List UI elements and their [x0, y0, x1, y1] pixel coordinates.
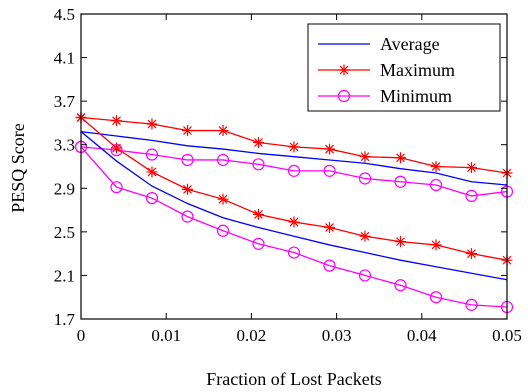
series-minimum-upper-point	[323, 164, 336, 177]
series-maximum-lower-point	[430, 239, 442, 251]
series-maximum-lower-point	[395, 236, 406, 248]
legend-maximum-label: Maximum	[380, 60, 455, 80]
series-maximum-lower-point	[359, 230, 371, 242]
y-tick-label: 2.1	[54, 266, 75, 285]
series-maximum-lower-point	[288, 216, 300, 228]
y-tick-label: 1.7	[54, 310, 76, 329]
series-maximum-lower-point	[252, 208, 264, 220]
series-maximum-lower-point	[324, 222, 336, 233]
series-minimum-lower-point	[216, 224, 230, 237]
x-tick-label: 0.03	[322, 326, 352, 345]
series-maximum-lower-point	[217, 193, 229, 205]
series-minimum-lower-point	[110, 181, 123, 194]
series-maximum-upper-point	[182, 125, 193, 137]
legend-maximum-marker	[338, 64, 350, 76]
legend-items: Average Maximum Minimum	[318, 34, 455, 106]
axis-tick-labels: 0 0.01 0.02 0.03 0.04 0.05 1.7 2.1 2.5 2.9 3.3 3.7 4…	[54, 5, 522, 345]
y-tick-label: 4.5	[54, 5, 75, 24]
series-minimum-upper-point	[465, 189, 478, 203]
series-minimum-upper-point	[287, 164, 301, 177]
y-axis-label: PESQ Score	[8, 123, 28, 213]
series-minimum-lower-point	[358, 269, 372, 282]
series-minimum-lower-point	[394, 279, 407, 292]
x-tick-label: 0	[77, 326, 86, 345]
y-tick-label: 2.5	[54, 223, 75, 242]
series-maximum-upper-point	[111, 115, 123, 127]
x-tick-label: 0.01	[151, 326, 181, 345]
series-minimum-upper-point	[252, 158, 265, 171]
series-maximum-upper-point	[252, 137, 264, 149]
series-minimum-upper-point	[216, 153, 230, 167]
y-tick-label: 2.9	[54, 179, 75, 198]
series-maximum-upper-point	[395, 152, 406, 164]
x-tick-label: 0.05	[492, 326, 522, 345]
series-maximum-upper-point	[324, 143, 336, 155]
series-maximum-upper-point	[217, 125, 229, 137]
series-minimum-lower-point	[252, 237, 265, 250]
series-maximum-lower-point	[182, 183, 193, 195]
series-maximum-upper-point	[288, 141, 300, 153]
series-maximum-upper-point	[146, 118, 158, 130]
series-minimum-upper-point	[429, 178, 443, 192]
series-minimum-lower-point	[465, 298, 478, 311]
legend-average-label: Average	[380, 34, 440, 54]
x-axis-label: Fraction of Lost Packets	[206, 369, 381, 389]
y-tick-label: 3.3	[54, 136, 75, 155]
series-minimum-upper-line	[80, 146, 508, 197]
series-minimum-upper-point	[145, 148, 159, 161]
series-minimum-upper-point	[358, 172, 372, 185]
plot-frame	[80, 13, 508, 320]
y-tick-label: 3.7	[54, 92, 76, 111]
series-maximum-lower-point	[465, 248, 477, 260]
series-maximum-upper-point	[359, 151, 371, 163]
series-markers	[74, 111, 514, 314]
series-minimum-lower-point	[287, 246, 301, 259]
legend-minimum-marker	[337, 89, 351, 103]
series-maximum-lower-point	[111, 142, 123, 154]
legend-minimum-label: Minimum	[380, 86, 452, 106]
series-minimum-upper-point	[394, 175, 407, 188]
series-average-lower-line	[80, 131, 508, 281]
x-tick-label: 0.02	[237, 326, 267, 345]
axis-ticks	[80, 13, 508, 320]
legend: Average Maximum Minimum	[307, 23, 501, 112]
series-minimum-lower-point	[429, 291, 443, 304]
series-average-upper-line	[80, 130, 508, 186]
series-minimum-lower-point	[181, 210, 194, 223]
series-maximum-lower-point	[146, 166, 158, 178]
series-minimum-lower-line	[80, 146, 508, 308]
series-minimum-upper-point	[181, 153, 194, 167]
series-minimum-lower-point	[323, 259, 336, 272]
series-maximum-upper-point	[465, 162, 477, 174]
y-tick-label: 4.1	[54, 49, 75, 68]
x-tick-label: 0.04	[407, 326, 437, 345]
series-minimum-lower-point	[145, 191, 159, 205]
series-maximum-upper-point	[430, 161, 442, 172]
